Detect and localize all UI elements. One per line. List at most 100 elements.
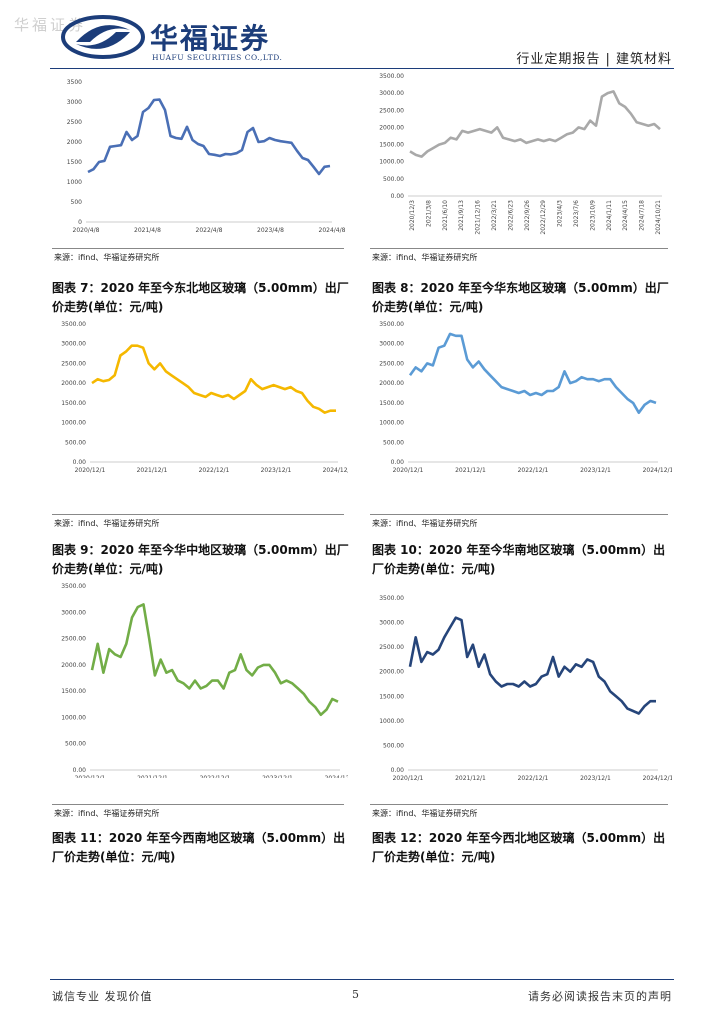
x-tick-label: 2022/12/1 [518, 467, 549, 474]
x-tick-label: 2024/7/18 [639, 200, 646, 231]
x-tick-label: 2021/9/13 [458, 200, 465, 231]
y-tick-label: 2000.00 [61, 662, 86, 669]
y-tick-label: 3000.00 [61, 341, 86, 348]
y-tick-label: 3000.00 [379, 341, 404, 348]
chart-caption: 图表 8：2020 年至今华东地区玻璃（5.00mm）出厂价走势(单位：元/吨) [372, 281, 669, 314]
y-tick-label: 1500.00 [379, 400, 404, 407]
source-divider [370, 248, 668, 249]
y-tick-label: 1500.00 [61, 688, 86, 695]
line-chart-c10: 0.00 500.00 1000.00 1500.00 2000.00 2500.00 30… [379, 595, 672, 782]
x-tick-label: 2023/12/1 [580, 467, 611, 474]
x-tick-label: 2024/12/1 [643, 775, 672, 782]
y-tick-label: 2500 [67, 119, 82, 126]
series-line [87, 98, 331, 176]
x-tick-label: 2023/4/8 [257, 227, 284, 234]
chart-source: 来源：ifind、华福证券研究所 [372, 519, 478, 528]
x-tick-label: 2023/12/1 [261, 467, 292, 474]
y-tick-label: 2500.00 [379, 360, 404, 367]
y-tick-label: 3000 [67, 99, 82, 106]
x-tick-label: 2020/12/1 [393, 775, 424, 782]
y-tick-label: 1500.00 [379, 142, 404, 149]
x-tick-label: 2021/12/16 [475, 200, 482, 235]
x-tick-label: 2023/4/3 [557, 200, 564, 227]
y-tick-label: 2000.00 [379, 124, 404, 131]
line-chart-c6: 0.00 500.00 1000.00 1500.00 2000.00 2500.00 30… [379, 73, 662, 235]
logo-chinese-name: 华福证券 [150, 22, 271, 55]
y-tick-label: 2000.00 [379, 669, 404, 676]
y-tick-label: 1000.00 [61, 714, 86, 721]
x-tick-label: 2022/12/29 [540, 200, 547, 235]
x-tick-label: 2022/12/1 [200, 775, 231, 778]
y-tick-label: 2500.00 [61, 636, 86, 643]
chart-source: 来源：ifind、华福证券研究所 [372, 253, 478, 262]
caption-12: 图表 12：2020 年至今西北地区玻璃（5.00mm）出厂价走势(单位：元/吨… [372, 831, 666, 864]
x-tick-label: 2023/12/1 [580, 775, 611, 782]
y-tick-label: 500.00 [383, 176, 404, 183]
y-tick-label: 1000 [67, 179, 82, 186]
y-tick-label: 3000.00 [379, 620, 404, 627]
y-tick-label: 0.00 [73, 459, 87, 466]
x-tick-label: 2021/12/1 [137, 775, 168, 778]
source-divider [52, 248, 344, 249]
x-tick-label: 2022/12/1 [199, 467, 230, 474]
x-tick-label: 2021/6/10 [442, 200, 449, 231]
report-tag: 行业定期报告 | 建筑材料 [516, 52, 672, 67]
x-tick-label: 2024/12/1 [325, 775, 348, 778]
y-tick-label: 1000.00 [61, 420, 86, 427]
y-tick-label: 500 [71, 199, 83, 206]
x-tick-label: 2024/4/8 [319, 227, 346, 234]
y-tick-label: 0.00 [391, 459, 405, 466]
line-chart-c8: 0.00 500.00 1000.00 1500.00 2000.00 2500.00 30… [379, 321, 672, 474]
source-divider [52, 804, 344, 805]
caption-11: 图表 11：2020 年至今西南地区玻璃（5.00mm）出厂价走势(单位：元/吨… [52, 831, 346, 864]
x-tick-label: 2024/4/15 [622, 200, 629, 231]
chart-source: 来源：ifind、华福证券研究所 [54, 809, 160, 818]
page-number: 5 [352, 988, 359, 1001]
y-tick-label: 2000 [67, 139, 82, 146]
chart-source: 来源：ifind、华福证券研究所 [372, 809, 478, 818]
y-tick-label: 3500.00 [61, 583, 86, 590]
y-tick-label: 3500.00 [379, 73, 404, 80]
x-tick-label: 2021/4/8 [134, 227, 161, 234]
company-logo-icon [61, 15, 145, 59]
x-tick-label: 2022/3/21 [491, 200, 498, 231]
chart-source: 来源：ifind、华福证券研究所 [54, 253, 160, 262]
x-tick-label: 2021/12/1 [455, 467, 486, 474]
chart-caption: 图表 10：2020 年至今华南地区玻璃（5.00mm）出厂价走势(单位：元/吨… [372, 543, 666, 576]
y-tick-label: 1000.00 [379, 420, 404, 427]
x-tick-label: 2024/1/11 [606, 200, 613, 231]
y-tick-label: 500.00 [383, 439, 404, 446]
line-chart-c9: 0.00 500.00 1000.00 1500.00 2000.00 2500.00 30… [61, 583, 348, 778]
y-tick-label: 3500 [67, 79, 82, 86]
header-rule [50, 68, 674, 69]
x-tick-label: 2023/12/1 [262, 775, 293, 778]
y-tick-label: 500.00 [383, 742, 404, 749]
x-tick-label: 2023/10/9 [589, 200, 596, 231]
x-tick-label: 2021/12/1 [137, 467, 168, 474]
x-tick-label: 2022/4/8 [196, 227, 223, 234]
footer-rule [50, 979, 674, 980]
y-tick-label: 1000.00 [379, 718, 404, 725]
chart-source: 来源：ifind、华福证券研究所 [54, 519, 160, 528]
x-tick-label: 2024/10/21 [655, 200, 662, 235]
x-tick-label: 2020/12/1 [75, 467, 106, 474]
x-tick-label: 2021/3/8 [425, 200, 432, 227]
x-tick-label: 2020/12/1 [393, 467, 424, 474]
y-tick-label: 2500.00 [379, 107, 404, 114]
y-tick-label: 0.00 [73, 767, 87, 774]
y-tick-label: 2000.00 [379, 380, 404, 387]
y-tick-label: 2500.00 [61, 360, 86, 367]
y-tick-label: 0.00 [391, 767, 405, 774]
chart-caption: 图表 7：2020 年至今东北地区玻璃（5.00mm）出厂价走势(单位：元/吨) [52, 281, 349, 314]
y-tick-label: 500.00 [65, 741, 86, 748]
y-tick-label: 500.00 [65, 439, 86, 446]
x-tick-label: 2022/12/1 [518, 775, 549, 782]
footer-slogan: 诚信专业 发现价值 [52, 990, 153, 1003]
y-tick-label: 3000.00 [379, 90, 404, 97]
series-line [91, 344, 336, 414]
source-divider [370, 804, 668, 805]
footer-disclaimer: 请务必阅读报告末页的声明 [528, 990, 672, 1003]
x-tick-label: 2020/4/8 [73, 227, 100, 234]
y-tick-label: 1500 [67, 159, 82, 166]
x-tick-label: 2024/12/1 [643, 467, 672, 474]
